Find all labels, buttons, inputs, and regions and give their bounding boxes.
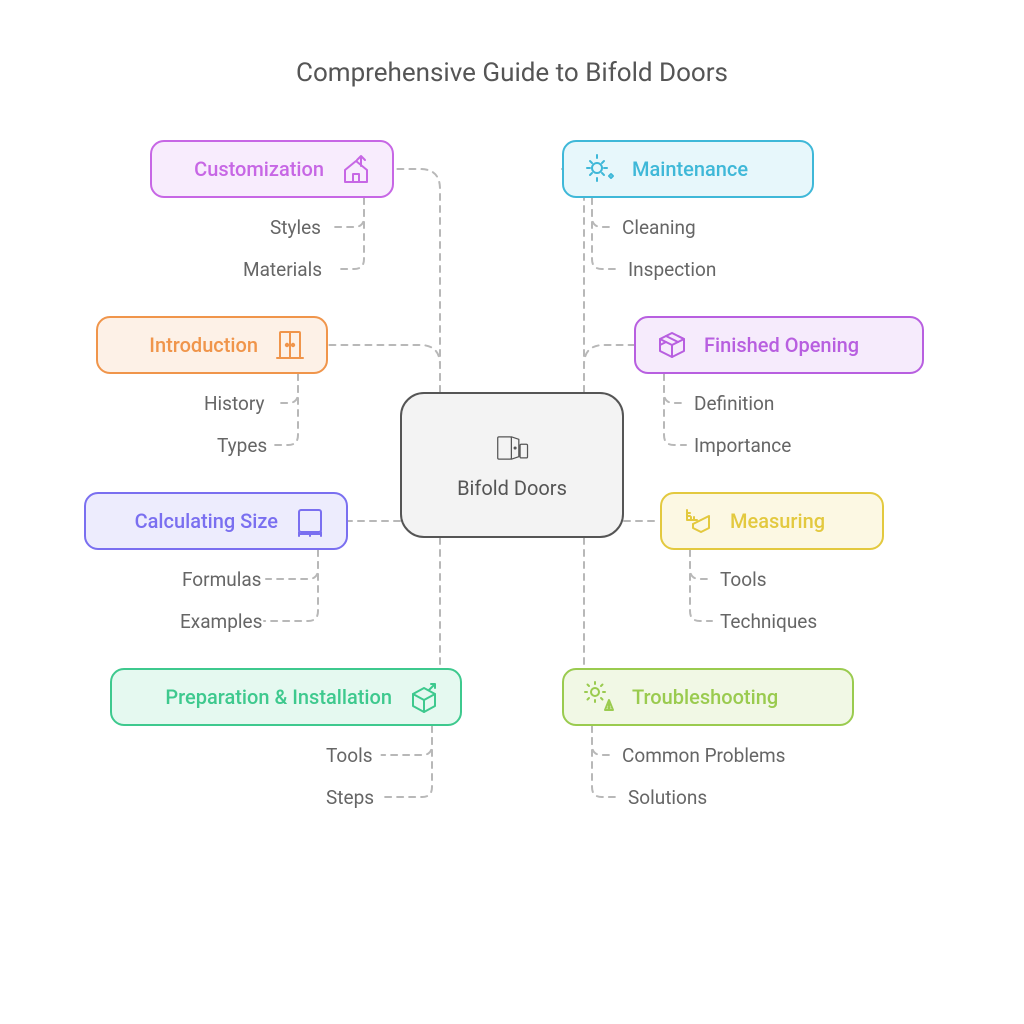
node-measuring: Measuring [660, 492, 884, 550]
node-introduction: Introduction [96, 316, 328, 374]
node-maintenance: Maintenance [562, 140, 814, 198]
subitem: Tools [720, 568, 767, 591]
node-label: Troubleshooting [632, 685, 778, 709]
node-troubleshooting: Troubleshooting [562, 668, 854, 726]
subitem: History [204, 392, 264, 415]
subitem: Inspection [628, 258, 716, 281]
door-icon [272, 327, 308, 363]
gear-alert-icon [582, 679, 618, 715]
node-calculating: Calculating Size [84, 492, 348, 550]
subitem: Techniques [720, 610, 817, 633]
gear-sparkle-icon [582, 151, 618, 187]
door-set-icon [494, 430, 530, 466]
node-label: Preparation & Installation [165, 685, 392, 709]
node-finished: Finished Opening [634, 316, 924, 374]
node-label: Introduction [149, 333, 258, 357]
node-label: Calculating Size [135, 509, 278, 533]
node-label: Measuring [730, 509, 825, 533]
subitem: Solutions [628, 786, 707, 809]
center-node: Bifold Doors [400, 392, 624, 538]
subitem: Materials [243, 258, 322, 281]
subitem: Cleaning [622, 216, 696, 239]
node-label: Customization [194, 157, 324, 181]
subitem: Definition [694, 392, 774, 415]
node-preparation: Preparation & Installation [110, 668, 462, 726]
subitem: Styles [270, 216, 321, 239]
house-up-icon [338, 151, 374, 187]
node-label: Maintenance [632, 157, 748, 181]
center-label: Bifold Doors [457, 476, 567, 500]
box-open-icon [406, 679, 442, 715]
subitem: Formulas [182, 568, 261, 591]
subitem: Common Problems [622, 744, 785, 767]
node-label: Finished Opening [704, 333, 859, 357]
node-customization: Customization [150, 140, 394, 198]
calc-size-icon [292, 503, 328, 539]
page-title: Comprehensive Guide to Bifold Doors [0, 58, 1024, 88]
subitem: Importance [694, 434, 791, 457]
cube-pattern-icon [654, 327, 690, 363]
subitem: Examples [180, 610, 262, 633]
subitem: Types [217, 434, 267, 457]
subitem: Steps [326, 786, 374, 809]
subitem: Tools [326, 744, 373, 767]
ruler-cube-icon [680, 503, 716, 539]
